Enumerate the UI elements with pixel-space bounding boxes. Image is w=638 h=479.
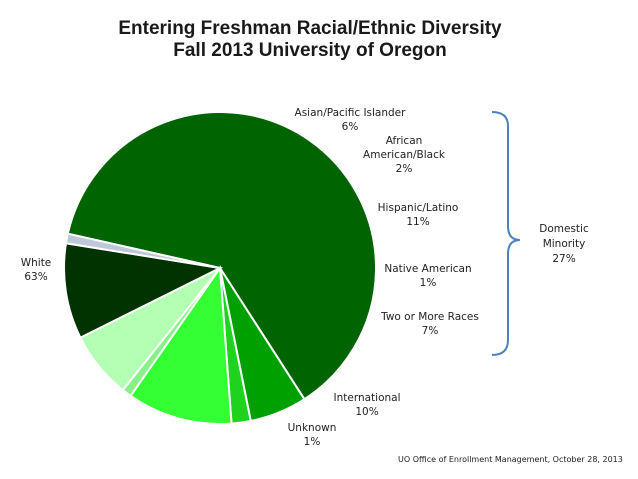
label-hispanic-latino: Hispanic/Latino 11% xyxy=(378,202,459,228)
label-unknown-line-1: Unknown xyxy=(288,422,337,434)
label-asian-pacific-islander-line-1: Asian/Pacific Islander xyxy=(295,107,407,119)
label-international-line-1: International xyxy=(333,392,400,404)
label-international: International 10% xyxy=(333,392,400,418)
label-unknown-line-2: 1% xyxy=(304,436,321,448)
label-white-line-1: White xyxy=(21,257,52,269)
domestic-minority-bracket xyxy=(491,111,521,356)
title-line-1: Entering Freshman Racial/Ethnic Diversit… xyxy=(118,18,502,39)
label-native-american-line-2: 1% xyxy=(420,277,437,289)
label-white-line-2: 63% xyxy=(24,271,47,283)
label-hispanic-latino-line-2: 11% xyxy=(406,216,429,228)
label-unknown: Unknown 1% xyxy=(288,422,337,448)
label-native-american-line-1: Native American xyxy=(384,263,471,275)
label-international-line-2: 10% xyxy=(355,406,378,418)
title-line-2: Fall 2013 University of Oregon xyxy=(173,40,446,61)
label-african-american-black: African American/Black 2% xyxy=(363,135,446,175)
label-two-or-more-races-line-2: 7% xyxy=(422,325,439,337)
pie-slices xyxy=(63,111,377,425)
label-asian-pacific-islander-line-2: 6% xyxy=(342,121,359,133)
slice-hispanic-latino xyxy=(129,265,233,425)
label-hispanic-latino-line-1: Hispanic/Latino xyxy=(378,202,459,214)
slice-unknown xyxy=(64,232,221,269)
label-asian-pacific-islander: Asian/Pacific Islander 6% xyxy=(295,107,407,133)
label-two-or-more-races: Two or More Races 7% xyxy=(380,311,479,337)
label-african-american-black-line-1: African xyxy=(386,135,423,147)
slice-white xyxy=(66,111,377,401)
label-african-american-black-line-2: American/Black xyxy=(363,149,446,161)
label-native-american: Native American 1% xyxy=(384,263,471,289)
bracket-label-line-2: Minority xyxy=(543,238,586,250)
source-note: UO Office of Enrollment Management, Octo… xyxy=(398,455,623,464)
bracket-label-line-1: Domestic xyxy=(539,223,589,235)
bracket-label-line-3: 27% xyxy=(552,253,575,265)
label-white: White 63% xyxy=(21,257,52,283)
label-african-american-black-line-3: 2% xyxy=(396,163,413,175)
slice-international xyxy=(63,242,224,339)
domestic-minority-label: Domestic Minority 27% xyxy=(539,223,589,265)
label-two-or-more-races-line-1: Two or More Races xyxy=(380,311,479,323)
chart-title: Entering Freshman Racial/Ethnic Diversit… xyxy=(118,18,502,61)
